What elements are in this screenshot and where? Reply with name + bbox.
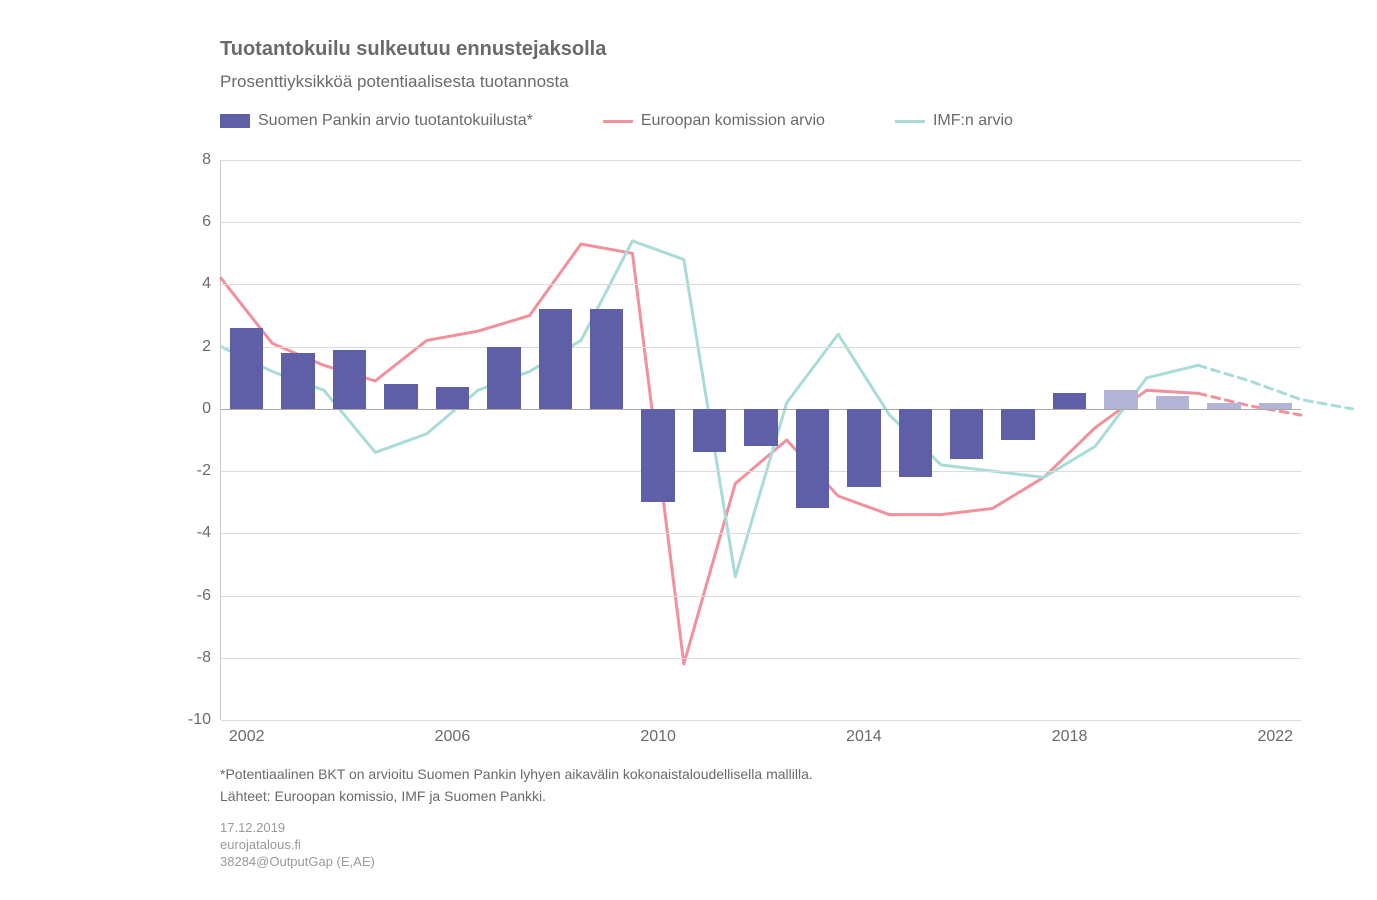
y-tick-label: 4 (202, 275, 221, 293)
y-tick-label: -8 (197, 649, 221, 667)
chart-subtitle: Prosenttiyksikköä potentiaalisesta tuota… (220, 72, 569, 92)
gridline (221, 658, 1301, 659)
y-tick-label: 0 (202, 400, 221, 418)
bar (796, 409, 829, 509)
bar (899, 409, 932, 477)
legend-item-bars: Suomen Pankin arvio tuotantokuilusta* (220, 112, 533, 130)
bar (1259, 403, 1292, 409)
credits-block: 17.12.2019 eurojatalous.fi 38284@OutputG… (220, 820, 375, 871)
gridline (221, 160, 1301, 161)
x-tick-label: 2006 (435, 720, 471, 746)
bar (281, 353, 314, 409)
bar (744, 409, 777, 446)
bar (436, 387, 469, 409)
bar (333, 350, 366, 409)
gridline (221, 533, 1301, 534)
x-tick-label: 2014 (846, 720, 882, 746)
y-tick-label: -6 (197, 587, 221, 605)
y-tick-label: -2 (197, 462, 221, 480)
bar (590, 309, 623, 409)
legend-label-imf: IMF:n arvio (933, 112, 1013, 130)
gridline (221, 471, 1301, 472)
bar (641, 409, 674, 502)
bar (1156, 396, 1189, 408)
credit-code: 38284@OutputGap (E,AE) (220, 854, 375, 871)
gridline (221, 720, 1301, 721)
legend-item-eu: Euroopan komission arvio (603, 112, 825, 130)
bar (539, 309, 572, 409)
series-line-eu (221, 244, 1198, 664)
legend-item-imf: IMF:n arvio (895, 112, 1013, 130)
footnote-1: *Potentiaalinen BKT on arvioitu Suomen P… (220, 766, 813, 782)
x-tick-label: 2022 (1257, 720, 1293, 746)
y-tick-label: 2 (202, 338, 221, 356)
legend-swatch-bars (220, 114, 250, 128)
chart-title: Tuotantokuilu sulkeutuu ennustejaksolla (220, 38, 606, 61)
bar (1053, 393, 1086, 409)
x-tick-label: 2018 (1052, 720, 1088, 746)
x-tick-label: 2002 (229, 720, 265, 746)
chart-container: Tuotantokuilu sulkeutuu ennustejaksolla … (0, 0, 1377, 900)
legend-label-bars: Suomen Pankin arvio tuotantokuilusta* (258, 112, 533, 130)
plot-area: -10-8-6-4-202468200220062010201420182022 (220, 160, 1301, 720)
legend-label-eu: Euroopan komission arvio (641, 112, 825, 130)
y-tick-label: 6 (202, 213, 221, 231)
bar (1104, 390, 1137, 409)
gridline (221, 284, 1301, 285)
bar (230, 328, 263, 409)
bar (693, 409, 726, 453)
gridline (221, 222, 1301, 223)
bar (1207, 403, 1240, 409)
bar (1001, 409, 1034, 440)
gridline (221, 347, 1301, 348)
legend-swatch-eu (603, 120, 633, 123)
y-tick-label: -10 (188, 711, 221, 729)
x-tick-label: 2010 (640, 720, 676, 746)
footnote-2: Lähteet: Euroopan komissio, IMF ja Suome… (220, 788, 546, 804)
legend: Suomen Pankin arvio tuotantokuilusta* Eu… (220, 112, 1013, 130)
bar (384, 384, 417, 409)
bar (847, 409, 880, 487)
y-tick-label: 8 (202, 151, 221, 169)
credit-site: eurojatalous.fi (220, 837, 375, 854)
gridline (221, 596, 1301, 597)
bar (950, 409, 983, 459)
bar (487, 347, 520, 409)
credit-date: 17.12.2019 (220, 820, 375, 837)
y-tick-label: -4 (197, 524, 221, 542)
legend-swatch-imf (895, 120, 925, 123)
